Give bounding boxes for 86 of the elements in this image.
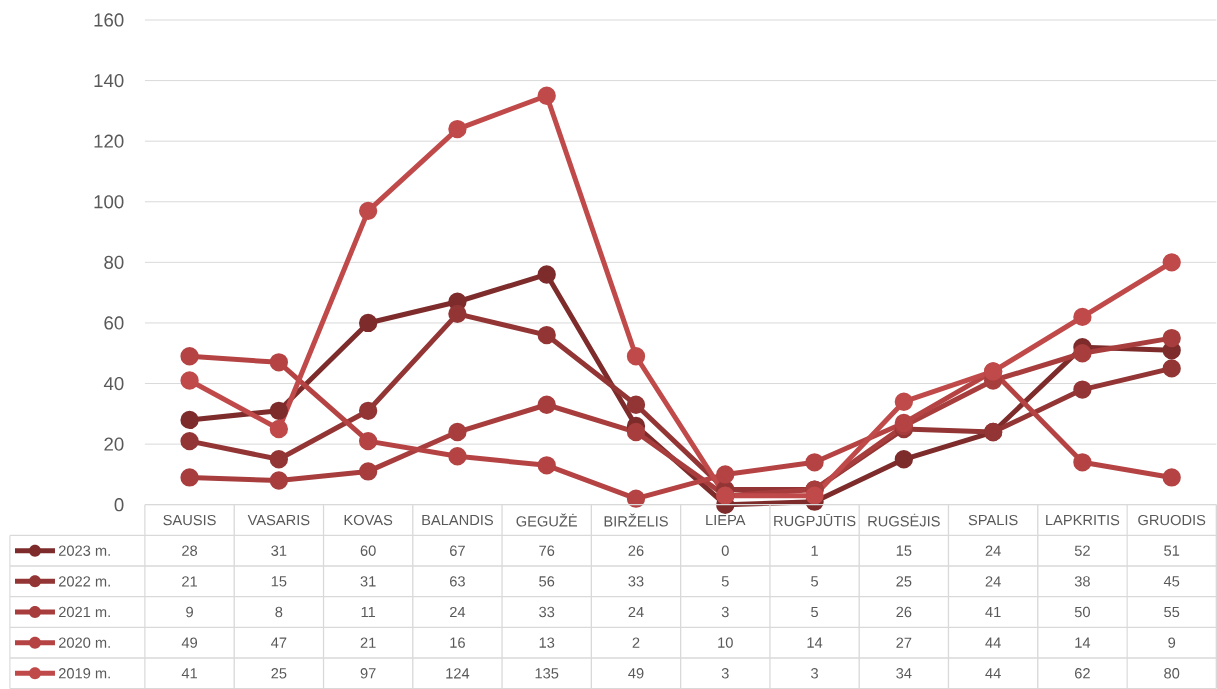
data-label: 26	[896, 606, 912, 618]
data-label: 44	[985, 637, 1001, 648]
x-tick-label: SAUSIS	[163, 514, 216, 526]
data-label: 1	[811, 545, 818, 556]
data-label: 31	[360, 576, 376, 587]
data-label: 0	[721, 545, 729, 556]
y-tick-label: 20	[104, 437, 124, 451]
data-label: 14	[807, 637, 823, 648]
data-label: 9	[186, 606, 193, 618]
y-tick-label: 160	[94, 13, 124, 27]
data-label: 24	[628, 606, 644, 617]
data-label: 80	[1164, 667, 1180, 679]
y-tick-label: 40	[103, 376, 124, 391]
y-tick-label: 60	[104, 316, 124, 330]
legend-label: 2020 m.	[58, 637, 110, 648]
y-tick-label: 140	[94, 73, 124, 88]
x-tick-label: BALANDIS	[422, 514, 493, 526]
data-label: 14	[1075, 637, 1091, 648]
data-label: 97	[360, 667, 376, 679]
data-label: 62	[1075, 667, 1090, 679]
y-tick-label: 0	[114, 497, 124, 512]
x-tick-label: KOVAS	[344, 514, 393, 526]
data-label: 76	[539, 545, 555, 556]
data-label: 47	[271, 637, 287, 648]
x-tick-label: BIRŽELIS	[604, 513, 668, 527]
data-label: 34	[896, 667, 912, 679]
data-label: 33	[539, 606, 555, 618]
data-label: 24	[450, 606, 466, 617]
legend-label: 2019 m.	[58, 667, 110, 679]
data-label: 135	[535, 667, 559, 679]
data-label: 56	[539, 576, 555, 587]
data-label: 5	[811, 576, 819, 587]
data-label: 13	[539, 637, 555, 648]
data-label: 25	[896, 576, 912, 587]
data-label: 25	[271, 667, 287, 679]
data-label: 38	[1074, 576, 1090, 587]
data-label: 51	[1164, 545, 1180, 556]
x-tick-label: LAPKRITIS	[1046, 514, 1120, 526]
data-label: 50	[1074, 606, 1090, 618]
data-label: 8	[275, 606, 283, 618]
x-tick-label: RUGSĖJIS	[868, 513, 940, 527]
data-label: 5	[811, 606, 819, 617]
data-label: 41	[985, 606, 1001, 617]
y-tick-label: 80	[104, 255, 124, 269]
data-label: 3	[721, 606, 729, 618]
x-tick-label: RUGPJŪTIS	[774, 513, 856, 527]
data-label: 21	[360, 637, 376, 648]
x-tick-label: SPALIS	[968, 514, 1018, 526]
data-label: 9	[1168, 637, 1176, 648]
data-label: 45	[1163, 576, 1180, 587]
legend-label: 2023 m.	[58, 545, 110, 556]
data-label: 49	[628, 667, 644, 679]
data-label: 52	[1074, 545, 1090, 556]
data-label: 16	[450, 637, 465, 648]
data-label: 63	[450, 576, 465, 587]
legend-label: 2022 m.	[58, 576, 110, 587]
data-label: 60	[360, 545, 376, 556]
data-label: 44	[985, 668, 1001, 679]
x-tick-label: LIEPA	[706, 514, 746, 525]
data-label: 24	[985, 545, 1001, 556]
data-label: 33	[628, 576, 644, 587]
data-label: 27	[896, 637, 912, 648]
data-label: 67	[450, 545, 465, 556]
data-label: 15	[896, 545, 912, 556]
data-label: 11	[361, 606, 376, 617]
y-tick-label: 100	[94, 195, 124, 209]
data-label: 2	[632, 637, 640, 648]
x-tick-label: VASARIS	[247, 514, 310, 526]
data-label: 3	[811, 667, 818, 679]
data-label: 28	[182, 545, 198, 556]
data-label: 41	[181, 668, 198, 679]
legend-label: 2021 m.	[58, 606, 110, 618]
y-tick-label: 120	[94, 134, 124, 148]
data-label: 31	[271, 545, 287, 556]
data-label: 21	[182, 576, 198, 587]
data-label: 24	[985, 576, 1001, 587]
data-label: 26	[628, 545, 644, 556]
x-tick-label: GEGUŽĖ	[516, 513, 578, 527]
data-label: 49	[181, 637, 198, 648]
data-label: 5	[721, 576, 729, 587]
data-label: 55	[1164, 606, 1180, 617]
data-label: 10	[718, 637, 733, 648]
data-label: 3	[721, 667, 729, 679]
data-label: 124	[446, 668, 470, 679]
x-tick-label: GRUODIS	[1138, 514, 1206, 526]
data-label: 15	[271, 576, 287, 587]
